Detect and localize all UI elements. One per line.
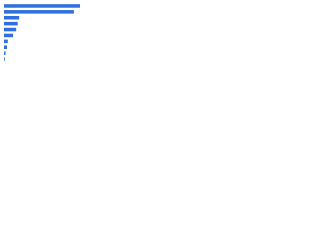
bar [4,21,18,26]
bar [4,10,74,14]
bar [4,33,14,38]
bar [4,39,8,44]
bar [4,4,80,8]
bar [4,57,5,61]
chart [4,4,80,61]
page: {"chart_data": {"type": "bar", "orientat… [0,0,100,71]
bar [4,45,8,50]
bar [4,27,17,32]
bar [4,15,20,20]
bar [4,51,6,55]
